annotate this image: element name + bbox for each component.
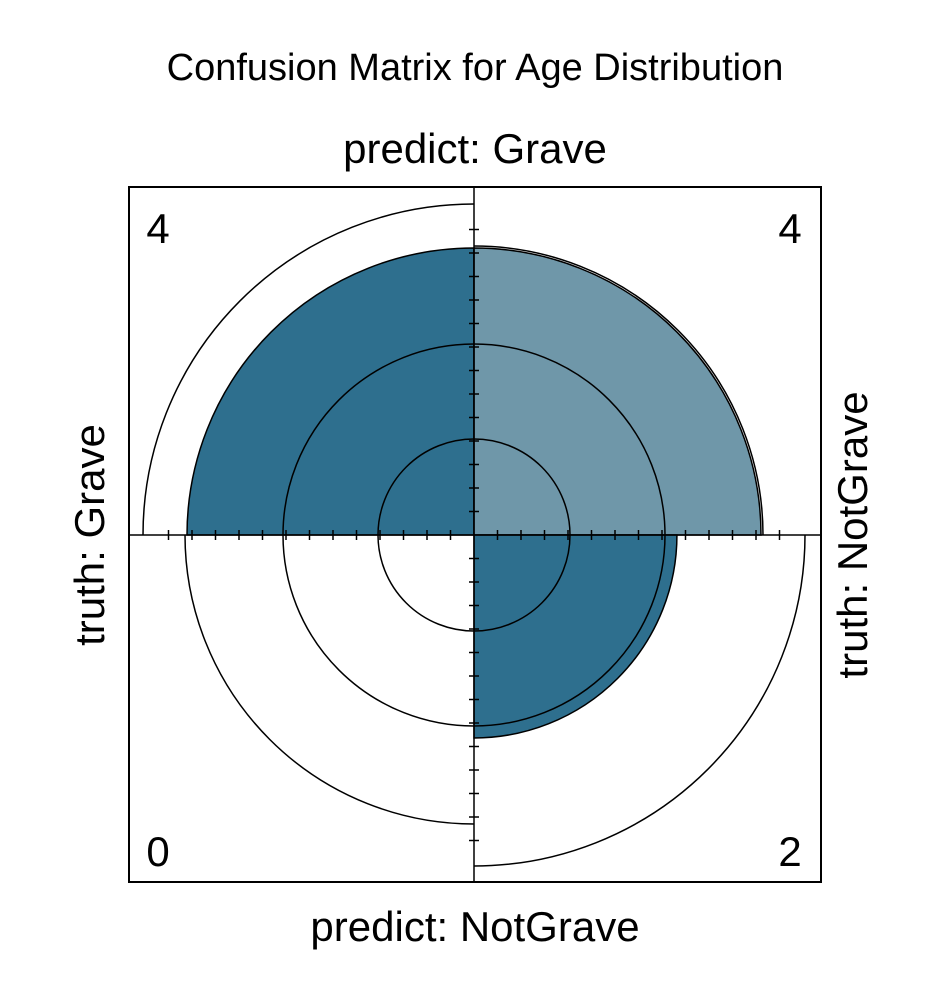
boundary-arc-bottom-left <box>184 534 475 825</box>
plot-area: 4 4 0 2 <box>128 186 822 883</box>
wedge-top-right <box>473 247 762 536</box>
column-label-bottom: predict: NotGrave <box>310 903 639 950</box>
row-label-right: truth: NotGrave <box>829 391 876 678</box>
chart-title: Confusion Matrix for Age Distribution <box>167 47 784 89</box>
wedge-bottom-right <box>473 534 678 739</box>
count-label-bottom-left: 0 <box>146 828 169 875</box>
count-label-top-left: 4 <box>146 205 169 252</box>
count-label-top-right: 4 <box>778 205 801 252</box>
row-label-left: truth: Grave <box>66 424 113 646</box>
wedge-top-left <box>186 247 475 536</box>
column-label-top: predict: Grave <box>343 125 607 172</box>
boundary-arc-top-right <box>473 245 764 536</box>
boundary-arc-bottom-right <box>473 534 806 867</box>
plot-frame <box>128 186 822 883</box>
count-label-bottom-right: 2 <box>778 828 801 875</box>
boundary-arc-top-left <box>142 203 475 536</box>
